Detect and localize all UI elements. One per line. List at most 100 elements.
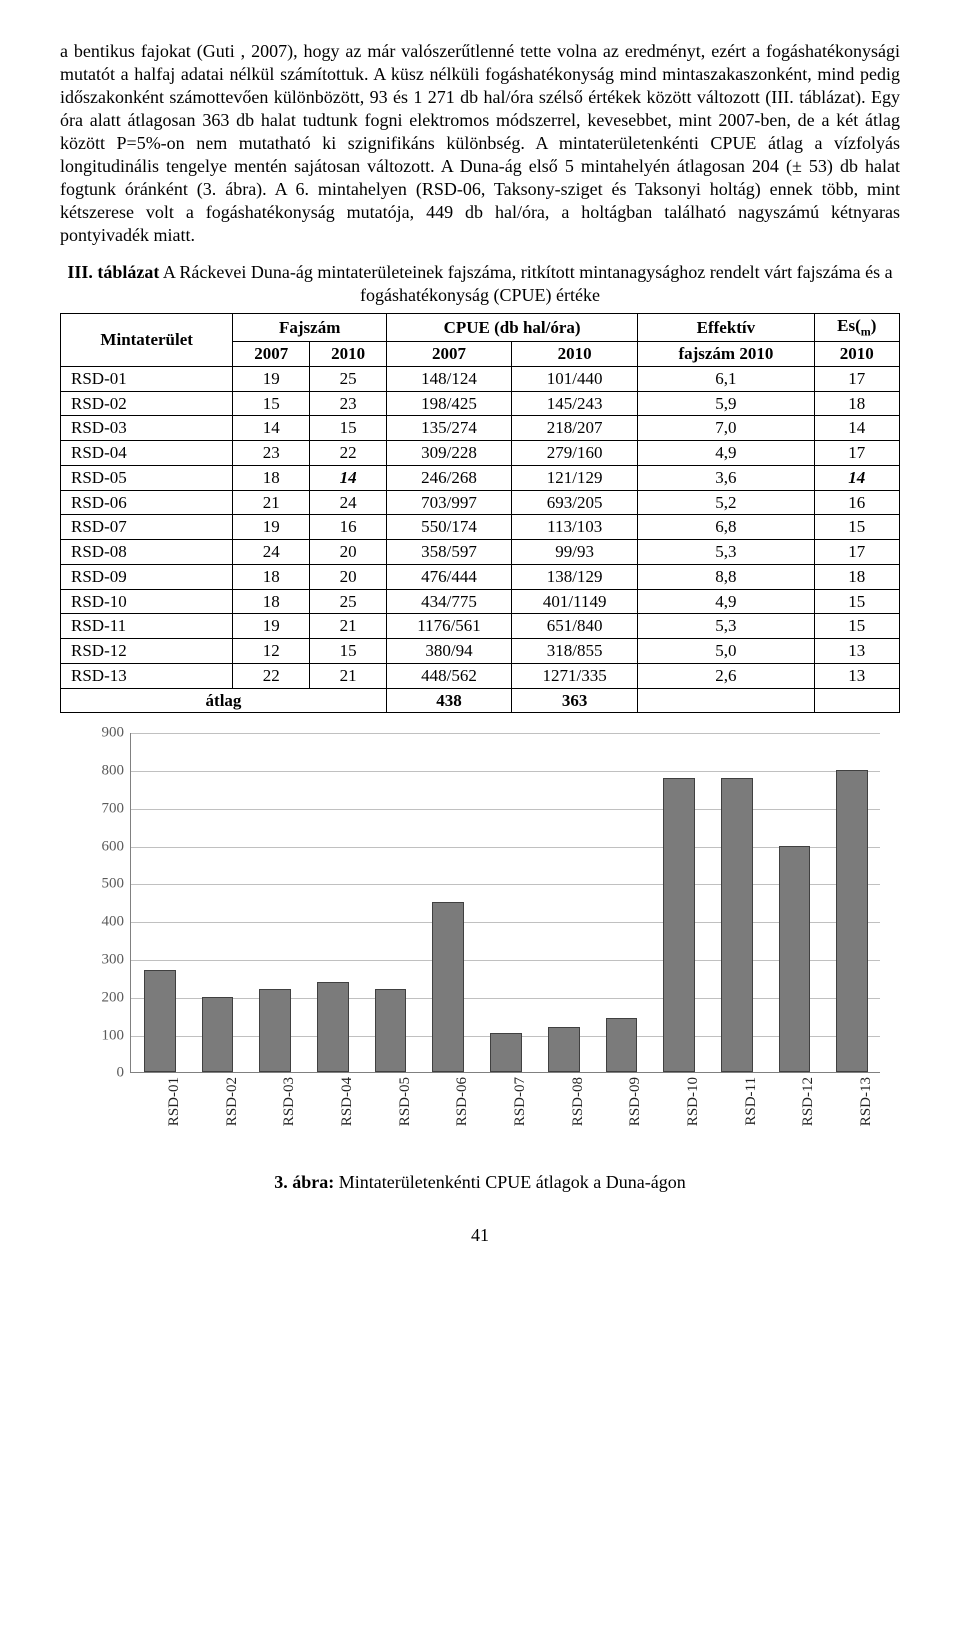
table-cell: RSD-08 — [61, 540, 233, 565]
table-cell: RSD-02 — [61, 391, 233, 416]
table-cell: 6,1 — [638, 366, 814, 391]
table-row: RSD-031415135/274218/2077,014 — [61, 416, 900, 441]
chart-bar — [259, 989, 291, 1072]
table-cell: 18 — [233, 589, 310, 614]
table-cell: RSD-01 — [61, 366, 233, 391]
table-cell: 15 — [233, 391, 310, 416]
table-head: Mintaterület Fajszám CPUE (db hal/óra) E… — [61, 314, 900, 367]
table-cell: 18 — [233, 465, 310, 490]
chart-bar — [432, 902, 464, 1072]
table-body: RSD-011925148/124101/4406,117RSD-0215231… — [61, 366, 900, 713]
table-cell: 17 — [814, 540, 899, 565]
table-cell: 16 — [310, 515, 387, 540]
table-cell: 15 — [310, 416, 387, 441]
th-2010c: 2010 — [814, 342, 899, 367]
chart-bar — [779, 846, 811, 1073]
table-cell: 363 — [512, 688, 638, 713]
table-cell: 138/129 — [512, 564, 638, 589]
table-cell: 14 — [233, 416, 310, 441]
figure-caption-label: 3. ábra: — [274, 1172, 334, 1192]
chart-bar — [663, 778, 695, 1073]
table-cell: 4,9 — [638, 589, 814, 614]
table-cell: RSD-12 — [61, 639, 233, 664]
table-cell: 18 — [814, 564, 899, 589]
table-cell: 246/268 — [386, 465, 511, 490]
th-2010b: 2010 — [512, 342, 638, 367]
table-cell: 13 — [814, 639, 899, 664]
table-cell: RSD-04 — [61, 441, 233, 466]
th-2010a: 2010 — [310, 342, 387, 367]
chart-ytick: 300 — [74, 950, 124, 969]
th-cpue: CPUE (db hal/óra) — [386, 314, 637, 342]
table-cell: 6,8 — [638, 515, 814, 540]
body-paragraph: a bentikus fajokat (Guti , 2007), hogy a… — [60, 40, 900, 247]
table-cell: RSD-09 — [61, 564, 233, 589]
table-cell: 23 — [233, 441, 310, 466]
table-cell: 23 — [310, 391, 387, 416]
chart-ytick: 400 — [74, 913, 124, 932]
table-cell: 5,9 — [638, 391, 814, 416]
table-cell: RSD-11 — [61, 614, 233, 639]
table-row: RSD-091820476/444138/1298,818 — [61, 564, 900, 589]
chart-bar — [490, 1033, 522, 1073]
th-2007b: 2007 — [386, 342, 511, 367]
table-cell: 19 — [233, 366, 310, 391]
table-row: RSD-082420358/59799/935,317 — [61, 540, 900, 565]
table-row: RSD-101825434/775401/11494,915 — [61, 589, 900, 614]
figure-caption: 3. ábra: Mintaterületenkénti CPUE átlago… — [60, 1171, 900, 1194]
chart-bar — [721, 778, 753, 1073]
table-cell: 113/103 — [512, 515, 638, 540]
table-cell: RSD-05 — [61, 465, 233, 490]
table-cell: 25 — [310, 589, 387, 614]
table-cell: 21 — [310, 663, 387, 688]
th-mintaterulet: Mintaterület — [61, 314, 233, 367]
table-cell: 20 — [310, 564, 387, 589]
table-cell: 703/997 — [386, 490, 511, 515]
table-cell: 4,9 — [638, 441, 814, 466]
cpue-chart: 0100200300400500600700800900RSD-01RSD-02… — [60, 723, 900, 1153]
table-cell: 135/274 — [386, 416, 511, 441]
table-cell: 550/174 — [386, 515, 511, 540]
table-cell: 358/597 — [386, 540, 511, 565]
table-cell: 401/1149 — [512, 589, 638, 614]
table-cell: RSD-10 — [61, 589, 233, 614]
chart-ytick: 700 — [74, 799, 124, 818]
chart-bar — [317, 982, 349, 1073]
chart-bar — [836, 770, 868, 1072]
table-cell: 651/840 — [512, 614, 638, 639]
chart-ytick: 600 — [74, 837, 124, 856]
table-row-avg: átlag438363 — [61, 688, 900, 713]
table-cell: 5,0 — [638, 639, 814, 664]
table-cell — [814, 688, 899, 713]
table-cell: 14 — [310, 465, 387, 490]
table-cell: 1271/335 — [512, 663, 638, 688]
table-row: RSD-042322309/228279/1604,917 — [61, 441, 900, 466]
table-cell: 17 — [814, 366, 899, 391]
table-cell: RSD-07 — [61, 515, 233, 540]
chart-ytick: 0 — [74, 1064, 124, 1083]
th-fajszam2010: fajszám 2010 — [638, 342, 814, 367]
table-cell: 17 — [814, 441, 899, 466]
table-row: RSD-121215380/94318/8555,013 — [61, 639, 900, 664]
table-cell: 101/440 — [512, 366, 638, 391]
table-cell: 5,2 — [638, 490, 814, 515]
table-cell: 218/207 — [512, 416, 638, 441]
chart-bar — [144, 970, 176, 1072]
table-cell: 8,8 — [638, 564, 814, 589]
table-cell: 434/775 — [386, 589, 511, 614]
th-effektiv: Effektív — [638, 314, 814, 342]
chart-bar — [202, 997, 234, 1073]
table-cell: 19 — [233, 614, 310, 639]
table-row: RSD-1119211176/561651/8405,315 — [61, 614, 900, 639]
table-cell: 15 — [310, 639, 387, 664]
page-number: 41 — [60, 1224, 900, 1247]
table-cell: 21 — [233, 490, 310, 515]
th-es: Es(m) — [814, 314, 899, 342]
table-cell: 380/94 — [386, 639, 511, 664]
table-cell: 18 — [814, 391, 899, 416]
table-cell: 3,6 — [638, 465, 814, 490]
table-cell: 448/562 — [386, 663, 511, 688]
table-cell: 22 — [310, 441, 387, 466]
chart-xtick: RSD-13 — [857, 1077, 927, 1126]
chart-ytick: 500 — [74, 875, 124, 894]
